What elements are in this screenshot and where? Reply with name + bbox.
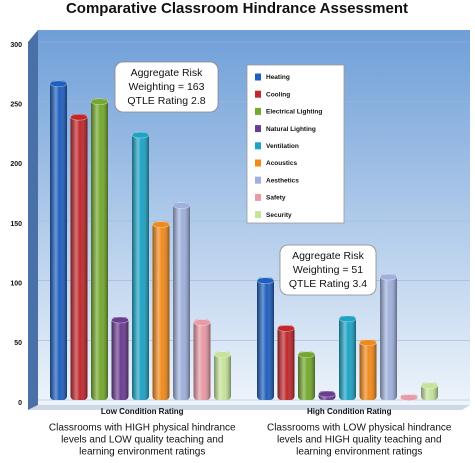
floor [28, 405, 470, 410]
bar-top [420, 382, 439, 389]
bar-top [318, 390, 336, 398]
annotation-text: Aggregate Risk [131, 67, 204, 79]
legend-swatch [255, 193, 261, 201]
bar [400, 394, 418, 401]
bar-top [213, 351, 232, 358]
legend-swatch [255, 159, 261, 167]
bar [277, 325, 295, 400]
bar [111, 316, 129, 400]
y-tick-label: 300 [10, 42, 22, 49]
bar [338, 315, 357, 400]
bar-shade [380, 274, 397, 400]
bar [172, 202, 191, 400]
legend-label: Cooling [266, 91, 290, 98]
legend-swatch [255, 176, 261, 184]
legend-label: Aesthetics [266, 177, 299, 184]
bar [193, 319, 211, 400]
y-tick-label: 0 [18, 400, 22, 407]
bar-top [90, 98, 109, 105]
category-note: Classrooms with LOW physical hindrance [267, 423, 452, 434]
legend-box [246, 64, 345, 224]
bar-shade [193, 319, 211, 400]
bar-top [111, 316, 129, 324]
bar [420, 382, 439, 400]
bar-top [338, 315, 357, 323]
annotation-box [114, 61, 219, 113]
annotation-text: QTLE Rating 3.4 [289, 278, 367, 290]
chart-title: Comparative Classroom Hindrance Assessme… [66, 0, 408, 17]
category-note: Classrooms with HIGH physical hindrance [49, 423, 236, 434]
bar-top [172, 202, 191, 209]
bar-top [297, 351, 316, 358]
bar [49, 80, 68, 401]
legend-swatch [255, 211, 261, 219]
bar-shade [359, 339, 377, 400]
bar [359, 339, 377, 400]
bar [90, 98, 109, 401]
category-note: levels and HIGH quality teaching and [277, 435, 442, 446]
y-tick-label: 200 [10, 161, 22, 168]
bar-top [70, 113, 88, 121]
bar-top [49, 80, 68, 88]
bar [70, 113, 88, 401]
legend-label: Natural Lighting [266, 126, 316, 133]
bar-shade [132, 132, 149, 400]
y-tick-label: 50 [14, 340, 22, 347]
bar-top [256, 277, 275, 284]
legend-label: Ventilation [266, 143, 299, 150]
x-tick-label: High Condition Rating [307, 407, 392, 416]
bar [152, 221, 170, 400]
legend-label: Acoustics [266, 160, 297, 167]
bar-shade [173, 202, 190, 400]
category-note: learning environment ratings [79, 447, 205, 458]
bar-shade [70, 114, 88, 401]
annotation-text: QTLE Rating 2.8 [127, 95, 205, 107]
legend-swatch [255, 125, 261, 133]
bar-top [400, 394, 418, 401]
bar-top [359, 339, 377, 347]
y-tick-label: 150 [10, 221, 22, 228]
bar-shade [111, 317, 129, 400]
bar [318, 390, 336, 400]
bar-top [131, 131, 150, 139]
legend-label: Electrical Lighting [266, 109, 322, 116]
category-note: levels and LOW quality teaching and [61, 435, 223, 446]
bar-top [193, 319, 211, 326]
legend-label: Safety [266, 195, 286, 202]
bar-top [152, 221, 170, 228]
bar [213, 351, 232, 400]
bar [131, 131, 150, 400]
y-tick-label: 250 [10, 102, 22, 109]
legend-swatch [255, 107, 261, 115]
bar [256, 277, 275, 400]
bar-top [379, 273, 398, 281]
x-tick-label: Low Condition Rating [101, 407, 184, 416]
bar-shade [339, 315, 356, 400]
annotation-box [279, 244, 377, 296]
legend-swatch [255, 73, 261, 81]
legend-label: Heating [266, 74, 290, 81]
bar-shade [277, 325, 295, 400]
bar-shade [257, 277, 274, 400]
bar-shade [91, 98, 108, 401]
side-wall [28, 30, 38, 410]
bar [379, 273, 398, 400]
legend-swatch [255, 142, 261, 150]
legend-label: Security [266, 212, 292, 219]
bar-shade [214, 351, 231, 400]
bar-shade [152, 221, 170, 400]
annotation-text: Weighting = 163 [129, 81, 205, 93]
annotation-text: Aggregate Risk [292, 250, 365, 262]
legend-swatch [255, 90, 261, 98]
bar-shade [298, 351, 315, 400]
y-tick-label: 100 [10, 281, 22, 288]
bar-top [277, 325, 295, 332]
annotation-text: Weighting = 51 [293, 264, 363, 276]
category-note: learning environment ratings [296, 447, 422, 458]
bar-shade [50, 80, 67, 401]
bar [297, 351, 316, 400]
